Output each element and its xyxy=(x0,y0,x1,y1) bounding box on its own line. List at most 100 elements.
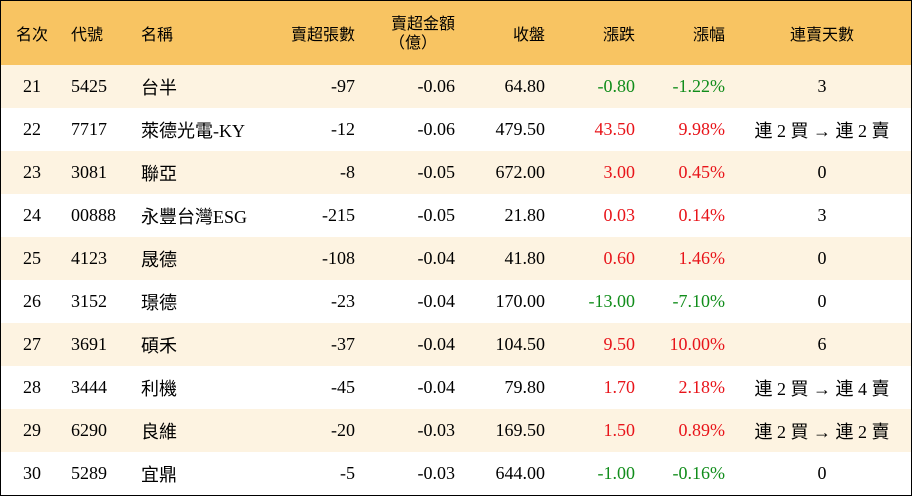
table-cell: 21.80 xyxy=(504,205,546,225)
table-cell: 43.50 xyxy=(594,119,636,139)
table-cell: -12 xyxy=(331,119,355,139)
header-cell: 賣超金額 （億） xyxy=(363,1,463,65)
header-note: （億） xyxy=(388,33,437,52)
table-cell: -0.05 xyxy=(417,205,456,225)
table-cell: 6290 xyxy=(63,409,133,452)
table-cell: -0.16% xyxy=(672,463,726,483)
table-cell: 170.00 xyxy=(495,291,546,311)
table-cell: 1.50 xyxy=(553,409,643,452)
table-cell: 0 xyxy=(733,151,911,194)
table-cell: 28 xyxy=(23,377,41,397)
table-cell: 聯亞 xyxy=(133,151,273,194)
table-cell: 7717 xyxy=(71,119,107,139)
table-cell: -0.06 xyxy=(417,119,456,139)
table-cell: 1.46% xyxy=(643,237,733,280)
table-cell: 璟德 xyxy=(141,292,177,313)
table-cell: 萊德光電-KY xyxy=(141,120,245,141)
table-cell: -5 xyxy=(340,463,355,483)
table-cell: 644.00 xyxy=(495,463,546,483)
table-cell: -45 xyxy=(331,377,355,397)
table-cell: 672.00 xyxy=(463,151,553,194)
table-cell: 4123 xyxy=(63,237,133,280)
table-row: 28 3444 利機 -45 -0.04 79.80 1.70 2.18% 連 2 買 → 連 … xyxy=(1,366,911,409)
header-cell: 漲幅 xyxy=(643,1,733,65)
header-text: 賣超金額 xyxy=(390,14,455,33)
table-cell: 0.45% xyxy=(643,151,733,194)
table-cell: 0.60 xyxy=(553,237,643,280)
header-row: 名次 代號 名稱 賣超張數 賣超金額 （億） 收盤 漲跌 漲幅 連賣天數 xyxy=(1,1,911,65)
table-cell: 利機 xyxy=(141,378,177,399)
header-text: 漲跌 xyxy=(602,25,635,44)
table-cell: -0.06 xyxy=(363,65,463,108)
table-cell: 宜鼎 xyxy=(141,464,177,485)
header-text: 漲幅 xyxy=(692,25,725,44)
table-cell: -1.22% xyxy=(643,65,733,108)
header-text: 代號 xyxy=(71,25,104,44)
table-cell: -20 xyxy=(273,409,363,452)
table-cell: -8 xyxy=(273,151,363,194)
table-cell: 2.18% xyxy=(678,377,726,397)
header-cell: 名稱 xyxy=(133,1,273,65)
table-cell: 9.50 xyxy=(553,323,643,366)
table-cell: 79.80 xyxy=(504,377,546,397)
table-row: 24 00888 永豐台灣ESG -215 -0.05 21.80 0.03 0.14% 3 xyxy=(1,194,911,237)
table-cell: -7.10% xyxy=(672,291,726,311)
table-cell: 5425 xyxy=(63,65,133,108)
table-cell: -0.04 xyxy=(417,291,456,311)
table-cell: 10.00% xyxy=(643,323,733,366)
table-row: 23 3081 聯亞 -8 -0.05 672.00 3.00 0.45% 0 xyxy=(1,151,911,194)
table-cell: 64.80 xyxy=(463,65,553,108)
table-cell: 0 xyxy=(817,291,827,311)
table-cell: 連 2 買 → 連 4 賣 xyxy=(754,378,890,399)
table-cell: 26 xyxy=(23,291,41,311)
table-row: 29 6290 良維 -20 -0.03 169.50 1.50 0.89% 連 2 買 → 連… xyxy=(1,409,911,452)
table-cell: 3691 xyxy=(63,323,133,366)
header-text: 收盤 xyxy=(512,25,545,44)
table-cell: 0 xyxy=(817,463,827,483)
table-cell: 5289 xyxy=(71,463,107,483)
table-cell: 27 xyxy=(1,323,63,366)
table-cell: 台半 xyxy=(133,65,273,108)
table-cell: -0.04 xyxy=(363,237,463,280)
header-text: 名次 xyxy=(15,25,48,44)
table-cell: 0.89% xyxy=(643,409,733,452)
table-cell: -0.04 xyxy=(417,377,456,397)
table-cell: 22 xyxy=(23,119,41,139)
table-cell: 3152 xyxy=(71,291,107,311)
table-row: 25 4123 晟德 -108 -0.04 41.80 0.60 1.46% 0 xyxy=(1,237,911,280)
table-cell: 良維 xyxy=(133,409,273,452)
table-cell: 3444 xyxy=(71,377,107,397)
table-cell: 6 xyxy=(733,323,911,366)
table-cell: 169.50 xyxy=(463,409,553,452)
table-row: 26 3152 璟德 -23 -0.04 170.00 -13.00 -7.10% 0 xyxy=(1,280,911,323)
header-text: 賣超張數 xyxy=(290,25,355,44)
table-cell: 0.03 xyxy=(603,205,636,225)
table-cell: 0.14% xyxy=(678,205,726,225)
table-cell: -0.05 xyxy=(363,151,463,194)
table-cell: 3 xyxy=(733,65,911,108)
table-cell: 1.70 xyxy=(603,377,636,397)
table-cell: 29 xyxy=(1,409,63,452)
header-text: 名稱 xyxy=(141,25,174,44)
table-cell: 碩禾 xyxy=(133,323,273,366)
header-cell: 賣超張數 xyxy=(273,1,363,65)
table-cell: -23 xyxy=(331,291,355,311)
table-cell: 30 xyxy=(23,463,41,483)
table-row: 22 7717 萊德光電-KY -12 -0.06 479.50 43.50 9.98% 連 2… xyxy=(1,108,911,151)
header-cell: 收盤 xyxy=(463,1,553,65)
table-cell: 永豐台灣ESG xyxy=(141,206,248,227)
header-cell: 漲跌 xyxy=(553,1,643,65)
table-cell: 0 xyxy=(733,237,911,280)
table-cell: 3.00 xyxy=(553,151,643,194)
table-cell: 21 xyxy=(1,65,63,108)
table-cell: -0.03 xyxy=(417,463,456,483)
table-body: 21 5425 台半 -97 -0.06 64.80 -0.80 -1.22% 3 22 7717 萊… xyxy=(1,65,911,495)
table-cell: -97 xyxy=(273,65,363,108)
table-cell: 23 xyxy=(1,151,63,194)
table-cell: -215 xyxy=(322,205,355,225)
table-cell: -0.03 xyxy=(363,409,463,452)
table-cell: -0.80 xyxy=(553,65,643,108)
table-row: 27 3691 碩禾 -37 -0.04 104.50 9.50 10.00% 6 xyxy=(1,323,911,366)
